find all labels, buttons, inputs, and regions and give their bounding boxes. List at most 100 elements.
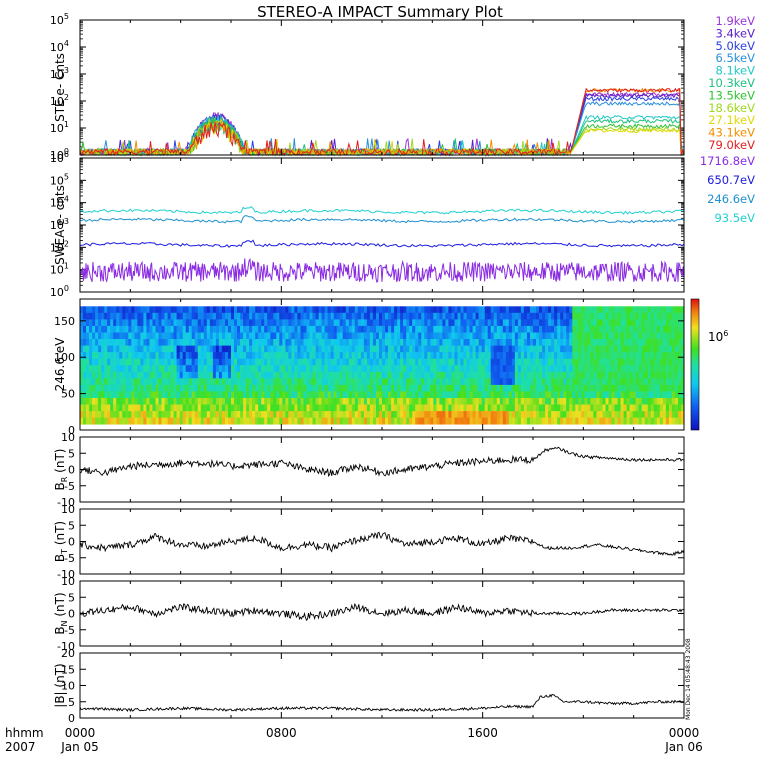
pad-cell xyxy=(158,378,162,386)
time-tick-label: 0000 xyxy=(65,726,96,740)
pad-cell xyxy=(424,319,428,327)
pad-cell xyxy=(584,371,588,379)
pad-cell xyxy=(264,404,268,412)
pad-cell xyxy=(336,365,341,373)
pad-cell xyxy=(530,404,534,412)
pad-cell xyxy=(158,417,162,425)
pad-cell xyxy=(273,332,277,340)
pad-cell xyxy=(161,365,165,373)
pad-cell xyxy=(237,345,241,353)
pad-cell xyxy=(481,365,486,373)
pad-cell xyxy=(270,365,274,373)
pad-cell xyxy=(623,306,628,314)
pad-cell xyxy=(276,411,280,419)
pad-cell xyxy=(206,319,211,327)
pad-cell xyxy=(644,352,649,360)
pad-cell xyxy=(197,339,202,346)
pad-cell xyxy=(635,391,640,399)
pad-cell xyxy=(551,345,555,353)
pad-cell xyxy=(394,371,398,379)
pad-cell xyxy=(445,319,449,327)
pad-cell xyxy=(80,365,84,373)
pad-cell xyxy=(80,319,84,327)
pad-cell xyxy=(466,365,471,373)
pad-cell xyxy=(101,332,105,340)
pad-cell xyxy=(221,417,226,425)
pad-cell xyxy=(354,345,359,353)
pad-cell xyxy=(635,371,640,379)
pad-cell xyxy=(674,319,679,327)
pad-cell xyxy=(681,411,685,419)
pad-cell xyxy=(137,319,141,327)
pad-cell xyxy=(92,417,96,425)
pad-cell xyxy=(551,404,555,412)
pad-cell xyxy=(382,345,386,353)
pad-cell xyxy=(285,384,289,392)
pad-cell xyxy=(95,319,99,327)
pad-cell xyxy=(336,378,341,386)
pad-cell xyxy=(231,404,235,412)
pad-cell xyxy=(490,365,495,373)
pad-cell xyxy=(369,404,374,412)
pad-cell xyxy=(231,365,235,373)
pad-cell xyxy=(297,358,301,366)
pad-cell xyxy=(587,404,591,412)
pad-cell xyxy=(545,345,549,353)
pad-cell xyxy=(110,391,114,399)
pad-cell xyxy=(638,306,643,314)
pad-cell xyxy=(508,384,513,392)
pad-cell xyxy=(533,325,537,333)
pad-cell xyxy=(98,332,102,340)
pad-cell xyxy=(545,371,549,379)
pad-cell xyxy=(95,312,99,320)
pad-cell xyxy=(584,332,588,340)
pad-cell xyxy=(203,345,208,353)
pad-cell xyxy=(188,339,193,346)
pad-cell xyxy=(116,404,120,412)
time-tick-label: 0800 xyxy=(266,726,297,740)
pad-cell xyxy=(566,411,570,419)
pad-cell xyxy=(249,411,253,419)
pad-cell xyxy=(587,411,591,419)
pad-cell xyxy=(611,352,615,360)
pad-cell xyxy=(285,312,289,320)
pad-cell xyxy=(152,332,156,340)
pad-cell xyxy=(406,384,410,392)
pad-cell xyxy=(448,325,452,333)
pad-cell xyxy=(493,306,498,314)
pad-cell xyxy=(635,365,640,373)
pad-cell xyxy=(457,371,461,379)
pad-cell xyxy=(110,411,114,419)
pad-cell xyxy=(554,332,558,340)
pad-cell xyxy=(439,378,443,386)
pad-cell xyxy=(605,404,609,412)
pad-cell xyxy=(674,345,679,353)
pad-cell xyxy=(608,378,612,386)
pad-cell xyxy=(179,411,184,419)
pad-cell xyxy=(92,371,96,379)
pad-cell xyxy=(303,371,307,379)
pad-cell xyxy=(551,332,555,340)
pad-cell xyxy=(345,319,350,327)
pad-cell xyxy=(318,391,323,399)
pad-cell xyxy=(623,384,628,392)
pad-cell xyxy=(572,325,576,333)
pad-cell xyxy=(590,339,594,346)
pad-cell xyxy=(433,325,437,333)
pad-cell xyxy=(360,384,365,392)
pad-cell xyxy=(110,332,114,340)
pad-cell xyxy=(463,371,467,379)
pad-cell xyxy=(288,378,292,386)
pad-cell xyxy=(469,391,474,399)
pad-cell xyxy=(312,371,316,379)
pad-cell xyxy=(484,417,489,425)
pad-cell xyxy=(137,404,141,412)
pad-cell xyxy=(321,306,326,314)
pad-cell xyxy=(496,411,501,419)
pad-cell xyxy=(499,384,504,392)
pad-cell xyxy=(379,306,383,314)
pad-cell xyxy=(536,319,540,327)
pad-cell xyxy=(563,339,567,346)
pad-cell xyxy=(273,391,277,399)
